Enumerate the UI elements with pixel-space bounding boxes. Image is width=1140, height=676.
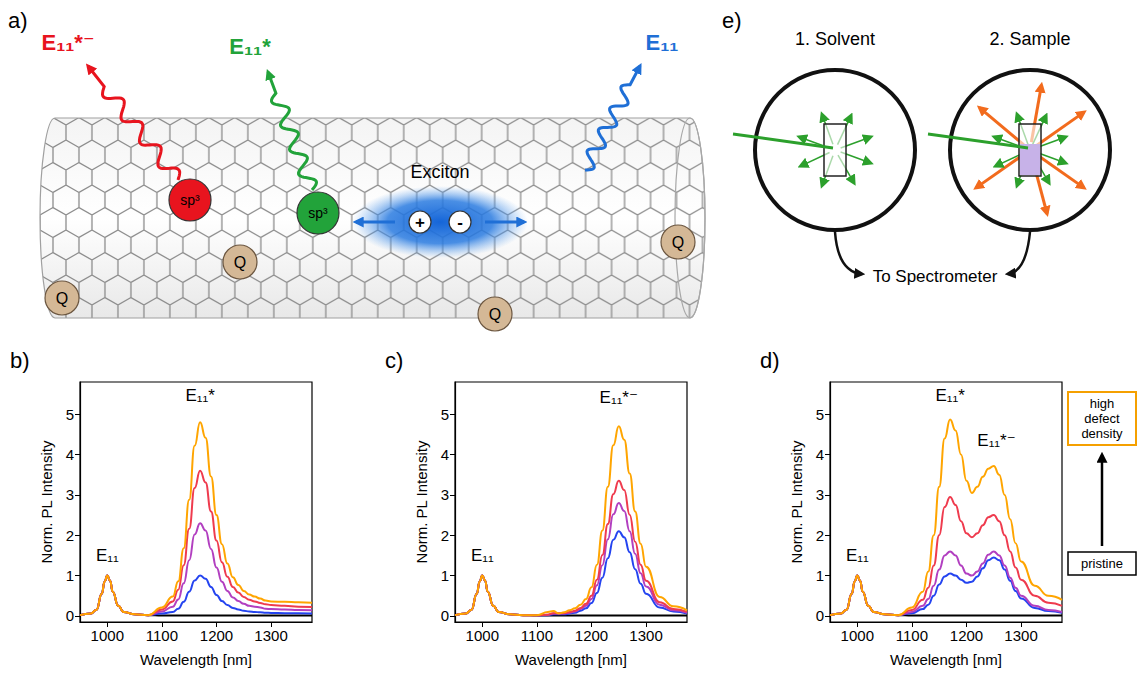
svg-text:1300: 1300 xyxy=(629,627,662,644)
svg-text:4: 4 xyxy=(816,446,824,463)
svg-text:pristine: pristine xyxy=(1081,556,1123,571)
svg-text:E₁₁*: E₁₁* xyxy=(185,386,215,405)
svg-text:density: density xyxy=(1081,426,1123,441)
svg-text:5: 5 xyxy=(66,406,74,423)
svg-text:b): b) xyxy=(10,348,30,373)
svg-text:2: 2 xyxy=(816,527,824,544)
svg-text:Wavelength [nm]: Wavelength [nm] xyxy=(515,651,627,668)
svg-text:sp³: sp³ xyxy=(308,205,328,221)
svg-text:1000: 1000 xyxy=(91,627,124,644)
svg-text:1100: 1100 xyxy=(521,627,553,644)
svg-text:1000: 1000 xyxy=(466,627,499,644)
svg-text:To Spectrometer: To Spectrometer xyxy=(873,267,998,286)
svg-text:E₁₁: E₁₁ xyxy=(471,546,494,565)
svg-text:E₁₁: E₁₁ xyxy=(96,546,119,565)
svg-text:Norm. PL Intensity: Norm. PL Intensity xyxy=(38,440,55,563)
svg-text:Q: Q xyxy=(489,306,501,323)
svg-text:3: 3 xyxy=(816,486,824,503)
svg-text:1: 1 xyxy=(816,567,824,584)
svg-text:+: + xyxy=(415,213,425,232)
svg-text:1. Solvent: 1. Solvent xyxy=(795,29,875,49)
svg-text:1200: 1200 xyxy=(575,627,608,644)
svg-text:Norm. PL Intensity: Norm. PL Intensity xyxy=(788,440,805,563)
svg-text:E₁₁: E₁₁ xyxy=(646,30,679,55)
svg-text:a): a) xyxy=(8,8,28,33)
svg-text:sp³: sp³ xyxy=(180,192,200,208)
svg-text:E₁₁*: E₁₁* xyxy=(229,34,271,59)
svg-text:4: 4 xyxy=(441,446,449,463)
svg-text:2: 2 xyxy=(66,527,74,544)
svg-text:2. Sample: 2. Sample xyxy=(989,29,1070,49)
svg-text:E₁₁*⁻: E₁₁*⁻ xyxy=(977,431,1015,450)
svg-text:Wavelength [nm]: Wavelength [nm] xyxy=(890,651,1002,668)
svg-text:defect: defect xyxy=(1084,411,1120,426)
svg-text:Q: Q xyxy=(234,254,246,271)
svg-text:0: 0 xyxy=(66,607,74,624)
svg-text:0: 0 xyxy=(441,607,449,624)
svg-text:E₁₁*: E₁₁* xyxy=(935,386,965,405)
svg-text:e): e) xyxy=(722,8,742,33)
svg-text:E₁₁*⁻: E₁₁*⁻ xyxy=(41,30,94,55)
svg-text:1: 1 xyxy=(66,567,74,584)
svg-text:Q: Q xyxy=(672,234,684,251)
svg-text:3: 3 xyxy=(441,486,449,503)
svg-text:high: high xyxy=(1090,396,1115,411)
svg-text:1100: 1100 xyxy=(146,627,178,644)
svg-text:Norm. PL Intensity: Norm. PL Intensity xyxy=(413,440,430,563)
svg-text:Q: Q xyxy=(56,290,68,307)
svg-text:d): d) xyxy=(760,348,780,373)
svg-text:4: 4 xyxy=(66,446,74,463)
svg-text:1100: 1100 xyxy=(896,627,928,644)
svg-text:0: 0 xyxy=(816,607,824,624)
svg-text:5: 5 xyxy=(441,406,449,423)
svg-text:1000: 1000 xyxy=(841,627,874,644)
svg-text:1200: 1200 xyxy=(200,627,233,644)
svg-text:1300: 1300 xyxy=(254,627,287,644)
svg-text:E₁₁: E₁₁ xyxy=(846,546,869,565)
svg-text:1: 1 xyxy=(441,567,449,584)
svg-text:E₁₁*⁻: E₁₁*⁻ xyxy=(600,388,638,407)
svg-text:5: 5 xyxy=(816,406,824,423)
svg-text:2: 2 xyxy=(441,527,449,544)
svg-text:c): c) xyxy=(385,348,403,373)
svg-text:Wavelength [nm]: Wavelength [nm] xyxy=(140,651,252,668)
svg-text:Exciton: Exciton xyxy=(410,162,469,182)
svg-text:-: - xyxy=(457,213,463,232)
svg-text:3: 3 xyxy=(66,486,74,503)
svg-text:1300: 1300 xyxy=(1004,627,1037,644)
svg-text:1200: 1200 xyxy=(950,627,983,644)
